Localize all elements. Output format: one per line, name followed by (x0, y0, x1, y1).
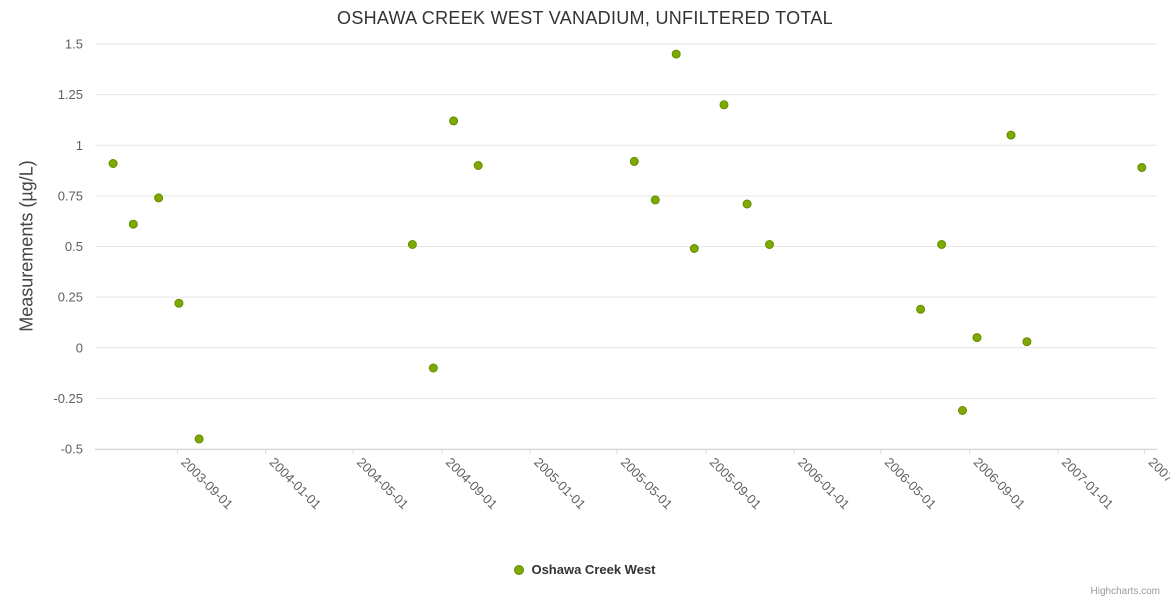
data-point[interactable] (154, 193, 164, 203)
legend-item-oshawa-creek-west[interactable]: Oshawa Creek West (0, 562, 1170, 577)
data-point[interactable] (473, 161, 483, 170)
x-axis-tick-label: 2004-01-01 (266, 455, 324, 513)
x-axis-tick-label: 2005-01-01 (531, 455, 589, 513)
x-axis-tick-label: 2006-05-01 (882, 455, 940, 513)
data-point[interactable] (650, 195, 660, 205)
y-axis-tick-label: 0.75 (58, 188, 83, 203)
data-point[interactable] (1137, 163, 1147, 172)
y-axis-tick-label: 1 (76, 138, 83, 153)
legend-marker-icon (514, 564, 525, 575)
y-axis-tick-label: 1.25 (58, 87, 83, 102)
x-axis-tick-label: 2006-01-01 (795, 455, 853, 513)
data-point[interactable] (128, 219, 138, 229)
x-axis-tick-label: 2005-05-01 (618, 455, 676, 513)
data-point[interactable] (1022, 337, 1032, 347)
data-point[interactable] (958, 406, 967, 415)
x-axis-tick-label: 2007-01-01 (1059, 455, 1117, 513)
legend-label: Oshawa Creek West (531, 562, 656, 577)
x-axis-tick-label: 2003-09-01 (178, 455, 236, 513)
data-point[interactable] (1006, 130, 1016, 140)
y-axis-tick-label: -0.25 (53, 391, 83, 406)
y-axis-tick-label: 0.25 (58, 290, 83, 305)
data-point[interactable] (719, 100, 729, 110)
highcharts-credit-link[interactable]: Highcharts.com (1090, 586, 1160, 597)
y-axis-tick-label: 0.5 (65, 239, 83, 254)
y-axis-tick-label: 1.5 (65, 37, 83, 52)
data-point[interactable] (108, 159, 118, 168)
x-axis-tick-label: 2006-09-01 (971, 455, 1029, 513)
data-point[interactable] (689, 244, 699, 253)
data-point[interactable] (428, 363, 438, 373)
data-point[interactable] (765, 240, 774, 249)
data-point[interactable] (916, 304, 926, 314)
data-point[interactable] (671, 49, 681, 59)
data-point[interactable] (449, 116, 459, 126)
y-axis-tick-label: 0 (76, 340, 83, 355)
x-axis-tick-label: 2004-05-01 (354, 455, 412, 513)
data-point[interactable] (972, 333, 982, 343)
data-point[interactable] (194, 434, 204, 444)
data-point[interactable] (629, 156, 639, 166)
data-point[interactable] (742, 199, 752, 209)
x-axis-tick-label: 2005-09-01 (707, 455, 765, 513)
x-axis-tick-label: 2004-09-01 (443, 455, 501, 513)
data-point[interactable] (174, 298, 184, 308)
x-axis-tick-label: 2007-05-01 (1146, 455, 1170, 513)
data-point[interactable] (937, 240, 947, 249)
data-point[interactable] (407, 240, 417, 249)
y-axis-tick-label: -0.5 (61, 442, 83, 457)
chart-title: OSHAWA CREEK WEST VANADIUM, UNFILTERED T… (337, 8, 833, 28)
